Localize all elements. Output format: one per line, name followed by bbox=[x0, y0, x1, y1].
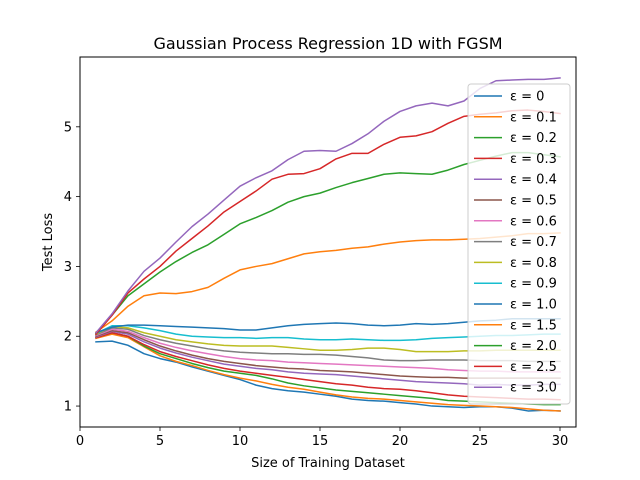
x-tick-label: 10 bbox=[232, 434, 249, 449]
legend-label: ε = 0.4 bbox=[510, 173, 557, 188]
legend-label: ε = 3.0 bbox=[510, 381, 557, 396]
legend-label: ε = 0.1 bbox=[510, 110, 557, 125]
y-tick-label: 4 bbox=[64, 190, 72, 205]
legend-label: ε = 0.5 bbox=[510, 194, 557, 209]
x-tick-label: 15 bbox=[312, 434, 329, 449]
x-axis: 0 5 10 15 20 25 30 bbox=[76, 427, 568, 449]
y-tick-label: 2 bbox=[64, 330, 72, 345]
y-tick-label: 3 bbox=[64, 260, 72, 275]
legend-label: ε = 2.0 bbox=[510, 339, 557, 354]
series-line-1 bbox=[95, 333, 561, 412]
legend-label: ε = 0.9 bbox=[510, 277, 557, 292]
legend-label: ε = 1.5 bbox=[510, 318, 557, 333]
legend-label: ε = 1.0 bbox=[510, 298, 557, 313]
legend: ε = 0 ε = 0.1 ε = 0.2 ε = 0.3 ε = 0.4 ε = 0.5… bbox=[467, 83, 571, 405]
x-tick-label: 0 bbox=[76, 434, 84, 449]
x-axis-label: Size of Training Dataset bbox=[251, 456, 405, 471]
x-tick-label: 5 bbox=[156, 434, 164, 449]
legend-label: ε = 0.6 bbox=[510, 214, 557, 229]
y-tick-label: 5 bbox=[64, 120, 72, 135]
legend-label: ε = 0.2 bbox=[510, 131, 557, 146]
x-tick-label: 30 bbox=[552, 434, 569, 449]
x-tick-label: 25 bbox=[472, 434, 489, 449]
x-tick-label: 20 bbox=[392, 434, 409, 449]
y-axis-label: Test Loss bbox=[41, 213, 56, 272]
legend-label: ε = 2.5 bbox=[510, 360, 557, 375]
axes-frame bbox=[79, 56, 577, 428]
chart-title: Gaussian Process Regression 1D with FGSM bbox=[153, 34, 502, 53]
legend-box bbox=[467, 83, 571, 405]
legend-label: ε = 0 bbox=[510, 90, 544, 105]
legend-label: ε = 0.7 bbox=[510, 235, 557, 250]
legend-label: ε = 0.8 bbox=[510, 256, 557, 271]
y-axis: 1 2 3 4 5 bbox=[64, 120, 80, 415]
y-tick-label: 1 bbox=[64, 400, 72, 415]
legend-label: ε = 0.3 bbox=[510, 152, 557, 167]
